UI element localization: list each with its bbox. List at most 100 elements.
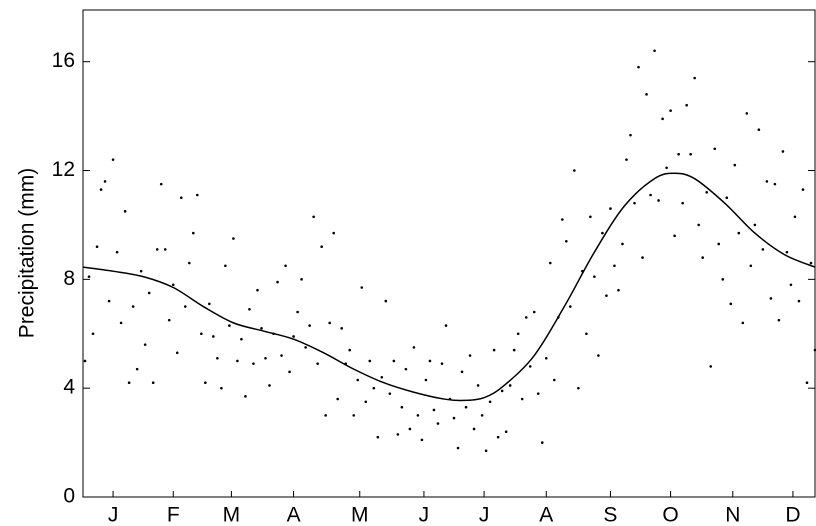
data-point <box>677 152 680 156</box>
data-point <box>641 256 644 259</box>
data-point <box>404 367 408 371</box>
x-tick-label: M <box>223 504 241 526</box>
data-point <box>629 133 632 137</box>
data-point <box>436 422 440 425</box>
y-tick-label: 8 <box>63 267 75 290</box>
data-point <box>745 112 749 115</box>
data-point <box>151 381 155 385</box>
data-point <box>143 343 147 346</box>
x-tick-label: A <box>539 504 553 526</box>
data-point <box>472 427 476 431</box>
data-point <box>633 201 636 205</box>
data-point <box>444 324 448 327</box>
data-point <box>440 362 444 365</box>
data-point <box>717 242 721 246</box>
data-point <box>83 359 87 363</box>
data-point <box>593 275 596 278</box>
data-point <box>268 384 271 387</box>
data-point <box>400 405 404 409</box>
data-point <box>384 299 388 303</box>
data-point <box>280 354 283 357</box>
x-tick-label: J <box>108 504 119 526</box>
data-point <box>91 332 95 336</box>
data-point <box>179 196 183 200</box>
y-tick-label: 16 <box>52 49 75 72</box>
y-axis-label: Precipitation (mm) <box>16 168 39 338</box>
data-point <box>749 264 753 268</box>
data-point <box>637 65 640 69</box>
data-point <box>617 288 620 292</box>
data-point <box>761 248 765 251</box>
data-point <box>396 433 400 436</box>
x-tick-label: O <box>662 504 678 526</box>
data-point <box>296 310 299 314</box>
data-point <box>348 348 352 352</box>
data-point <box>204 381 207 385</box>
data-point <box>609 207 612 210</box>
data-point <box>464 405 468 409</box>
data-point <box>155 248 159 251</box>
data-point <box>789 283 793 287</box>
data-point <box>340 327 344 330</box>
data-point <box>244 395 247 398</box>
data-point <box>496 435 500 439</box>
data-point <box>621 242 624 246</box>
data-point <box>200 332 203 336</box>
data-point <box>488 400 492 404</box>
data-point <box>665 166 668 170</box>
data-point <box>208 302 211 306</box>
data-point <box>388 392 392 395</box>
data-point <box>773 182 777 186</box>
data-point <box>601 231 604 235</box>
x-tick-label: M <box>351 504 369 526</box>
data-point <box>685 103 688 107</box>
data-point <box>420 438 424 442</box>
data-point <box>380 375 384 379</box>
data-point <box>111 158 115 161</box>
data-point <box>236 359 239 363</box>
data-point <box>569 305 572 308</box>
data-point <box>324 414 327 417</box>
data-point <box>183 305 187 308</box>
data-point <box>657 199 660 202</box>
data-point <box>528 365 532 368</box>
data-point <box>123 210 127 213</box>
data-point <box>159 182 163 186</box>
data-point <box>284 264 287 268</box>
data-point <box>260 327 263 330</box>
data-point <box>565 239 568 243</box>
data-point <box>729 302 733 306</box>
data-point <box>661 117 664 121</box>
data-point <box>536 392 540 395</box>
data-point <box>460 370 464 374</box>
data-point <box>87 275 91 278</box>
data-point <box>167 318 171 322</box>
y-tick-label: 12 <box>52 158 75 181</box>
data-point <box>320 245 323 248</box>
data-point <box>713 147 717 151</box>
data-point <box>115 250 119 254</box>
data-point <box>589 215 592 219</box>
data-point <box>737 231 741 235</box>
data-point <box>769 297 773 300</box>
data-point <box>793 215 797 219</box>
data-point <box>653 49 656 53</box>
data-point <box>252 362 255 365</box>
data-point <box>432 408 436 412</box>
data-point <box>127 381 131 385</box>
data-point <box>376 435 380 439</box>
data-point <box>292 335 295 338</box>
data-point <box>508 384 512 387</box>
x-tick-label: S <box>603 504 617 526</box>
data-point <box>705 190 709 194</box>
data-point <box>512 348 516 352</box>
data-point <box>212 335 215 338</box>
data-point <box>741 321 745 325</box>
x-tick-label: F <box>167 504 180 526</box>
data-point <box>785 250 789 254</box>
data-point <box>232 237 235 240</box>
data-point <box>492 348 496 352</box>
data-point <box>552 378 556 382</box>
data-point <box>480 414 484 417</box>
data-point <box>733 163 737 167</box>
